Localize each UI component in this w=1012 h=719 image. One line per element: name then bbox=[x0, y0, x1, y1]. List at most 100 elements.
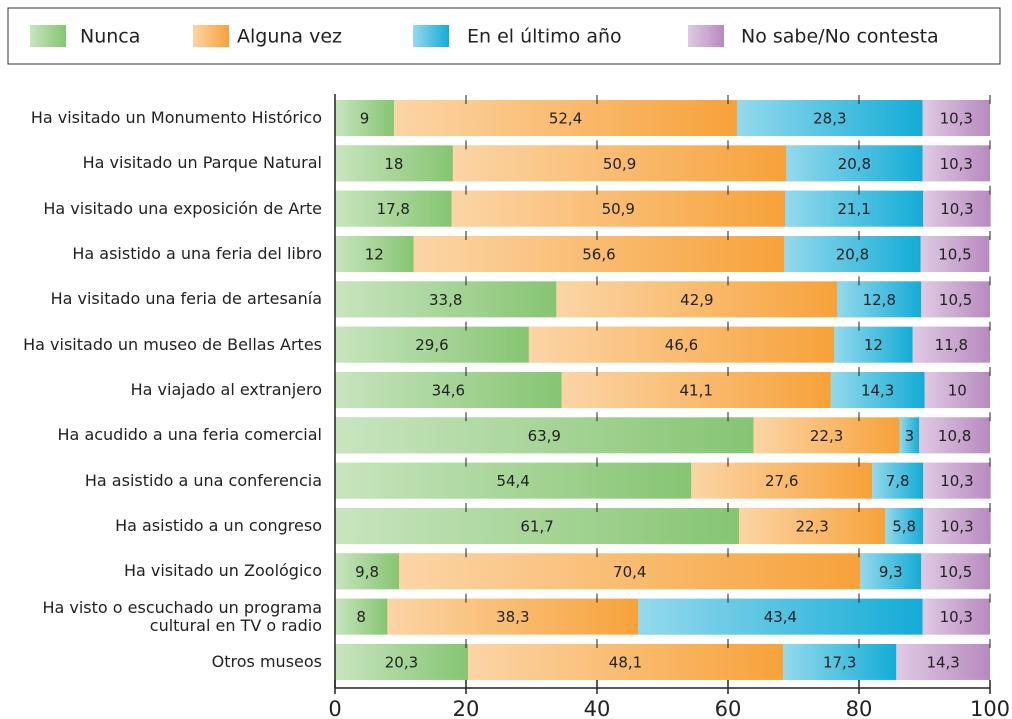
bar-shade bbox=[335, 553, 400, 590]
data-label: 20,8 bbox=[836, 245, 869, 263]
bar-shade bbox=[387, 598, 639, 635]
legend-label: Alguna vez bbox=[237, 26, 342, 48]
bar-shade bbox=[885, 507, 924, 544]
data-label: 22,3 bbox=[810, 427, 843, 445]
bar-shade bbox=[413, 235, 785, 272]
data-label: 63,9 bbox=[528, 427, 561, 445]
bar-shade bbox=[896, 643, 990, 680]
bar-shade bbox=[335, 417, 754, 454]
data-label: 56,6 bbox=[582, 245, 615, 263]
data-label: 70,4 bbox=[613, 563, 646, 581]
category-label: Ha asistido a una conferencia bbox=[84, 470, 322, 490]
bar-shade bbox=[783, 643, 897, 680]
bar-shade bbox=[561, 371, 831, 408]
bar-shade bbox=[860, 553, 922, 590]
bar-shade bbox=[335, 326, 529, 363]
bar-shade bbox=[335, 643, 468, 680]
bar-shade bbox=[739, 507, 886, 544]
bar-shade bbox=[335, 462, 692, 499]
data-label: 5,8 bbox=[892, 517, 916, 535]
bar-shade bbox=[467, 643, 784, 680]
data-label: 9,3 bbox=[879, 563, 903, 581]
bar-shade bbox=[786, 145, 923, 182]
data-label: 7,8 bbox=[886, 472, 910, 490]
data-label: 41,1 bbox=[680, 381, 713, 399]
x-tick-label: 40 bbox=[584, 697, 611, 719]
category-label: Ha asistido a un congreso bbox=[115, 515, 322, 535]
category-label: Ha visitado una exposición de Arte bbox=[43, 198, 322, 218]
category-label: Ha acudido a una feria comercial bbox=[57, 425, 322, 445]
category-label: Ha visitado un museo de Bellas Artes bbox=[23, 334, 322, 354]
bar-shade bbox=[335, 281, 557, 318]
data-label: 52,4 bbox=[549, 110, 582, 128]
bar-shade bbox=[899, 417, 920, 454]
bar-shade bbox=[923, 190, 991, 227]
data-label: 27,6 bbox=[765, 472, 798, 490]
bar-shade bbox=[919, 417, 990, 454]
bar-shade bbox=[923, 507, 991, 544]
legend-swatch-shade bbox=[688, 25, 724, 47]
bar-shade bbox=[920, 235, 990, 272]
bar-shade bbox=[691, 462, 873, 499]
data-label: 28,3 bbox=[813, 110, 846, 128]
data-label: 10,3 bbox=[940, 155, 973, 173]
data-label: 14,3 bbox=[861, 381, 894, 399]
data-label: 10,3 bbox=[940, 110, 973, 128]
x-tick-label: 100 bbox=[970, 697, 1010, 719]
bar-shade bbox=[834, 326, 913, 363]
category-label: Ha visitado un Zoológico bbox=[123, 561, 322, 581]
data-label: 12 bbox=[365, 245, 384, 263]
bar-shade bbox=[335, 598, 388, 635]
category-label: Ha viajado al extranjero bbox=[130, 379, 322, 399]
data-label: 10,5 bbox=[939, 291, 972, 309]
data-label: 48,1 bbox=[609, 653, 642, 671]
bar-shade bbox=[393, 100, 738, 136]
data-label: 11,8 bbox=[935, 336, 968, 354]
bar-shade bbox=[922, 145, 990, 182]
bar-shade bbox=[784, 190, 924, 227]
bar-shade bbox=[837, 281, 922, 318]
bar-shade bbox=[556, 281, 838, 318]
data-label: 21,1 bbox=[837, 200, 870, 218]
bar-shade bbox=[335, 145, 453, 182]
bar-shade bbox=[872, 462, 924, 499]
bar-shade bbox=[335, 100, 394, 136]
data-label: 10 bbox=[948, 381, 967, 399]
data-label: 20,3 bbox=[385, 653, 418, 671]
x-tick-label: 80 bbox=[846, 697, 873, 719]
category-label: Ha visitado una feria de artesanía bbox=[50, 289, 322, 309]
data-label: 14,3 bbox=[926, 653, 959, 671]
data-label: 42,9 bbox=[680, 291, 713, 309]
data-label: 43,4 bbox=[764, 608, 797, 626]
x-tick-label: 60 bbox=[715, 697, 742, 719]
bar-shade bbox=[737, 100, 923, 136]
data-label: 20,8 bbox=[838, 155, 871, 173]
bar-shade bbox=[922, 598, 990, 635]
bar-shade bbox=[638, 598, 923, 635]
bar-shade bbox=[451, 190, 785, 227]
data-label: 10,5 bbox=[938, 245, 971, 263]
category-label: Ha visitado un Monumento Histórico bbox=[30, 108, 322, 127]
bar-shade bbox=[528, 326, 835, 363]
data-label: 10,3 bbox=[940, 200, 973, 218]
data-label: 12,8 bbox=[863, 291, 896, 309]
data-label: 50,9 bbox=[602, 200, 635, 218]
data-label: 38,3 bbox=[496, 608, 529, 626]
data-label: 12 bbox=[864, 336, 883, 354]
legend-swatch-shade bbox=[193, 25, 229, 47]
category-label: Ha asistido a una feria del libro bbox=[72, 243, 322, 263]
data-label: 17,3 bbox=[823, 653, 856, 671]
bar-shade bbox=[753, 417, 900, 454]
x-tick-label: 0 bbox=[328, 697, 341, 719]
data-label: 18 bbox=[384, 155, 403, 173]
data-label: 9 bbox=[360, 110, 370, 128]
bar-shade bbox=[912, 326, 990, 363]
data-label: 8 bbox=[356, 608, 366, 626]
legend-swatch-shade bbox=[413, 25, 449, 47]
bar-shade bbox=[399, 553, 861, 590]
legend-label: En el último año bbox=[467, 26, 622, 48]
bar-shade bbox=[921, 553, 990, 590]
category-label: Ha visto o escuchado un programa cultura… bbox=[42, 597, 322, 635]
